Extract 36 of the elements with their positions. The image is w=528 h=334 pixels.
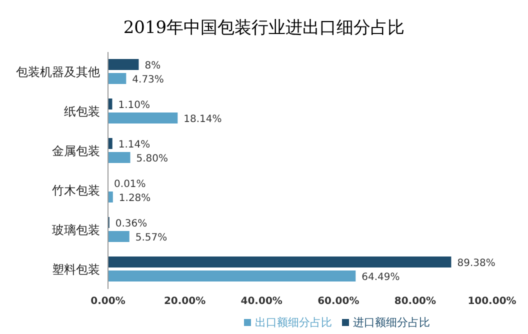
bar (108, 152, 130, 163)
y-tick-label: 玻璃包装 (52, 223, 100, 238)
y-tick-label: 包装机器及其他 (16, 65, 100, 80)
data-label: 1.14% (118, 140, 150, 150)
data-label: 5.80% (136, 154, 168, 164)
x-tick-label: 0.00% (90, 296, 126, 308)
data-label: 5.57% (135, 232, 168, 244)
data-label: 1.28% (118, 193, 151, 204)
bar (108, 138, 112, 149)
y-tick-label: 竹木包装 (52, 184, 100, 198)
bar (108, 270, 356, 282)
y-tick-label: 纸包装 (64, 104, 100, 119)
data-label: 0.36% (115, 218, 148, 230)
data-label: 89.38% (457, 258, 496, 269)
x-tick-label: 80.00% (394, 296, 436, 308)
legend-label: 进口额细分占比 (353, 316, 430, 329)
x-tick-label: 100.00% (468, 296, 516, 308)
bar (108, 192, 113, 202)
x-tick-label: 20.00% (164, 296, 206, 308)
data-label: 0.01% (114, 179, 146, 190)
data-label: 64.49% (362, 272, 400, 283)
y-tick-label: 金属包装 (52, 144, 100, 158)
chart-title: 2019年中国包装行业进出口细分占比 (122, 17, 406, 40)
data-label: 8% (144, 60, 161, 72)
bar (108, 231, 130, 242)
bar (108, 73, 126, 84)
bar (108, 112, 178, 124)
data-label: 18.14% (184, 114, 222, 125)
x-tick-label: 60.00% (318, 296, 360, 308)
legend-label: 出口额细分占比 (255, 316, 332, 329)
data-label: 1.10% (118, 100, 150, 111)
bar (108, 256, 452, 268)
y-tick-label: 塑料包装 (52, 262, 100, 277)
x-tick-label: 40.00% (240, 296, 282, 308)
data-label: 4.73% (132, 74, 164, 86)
bar (108, 59, 139, 70)
